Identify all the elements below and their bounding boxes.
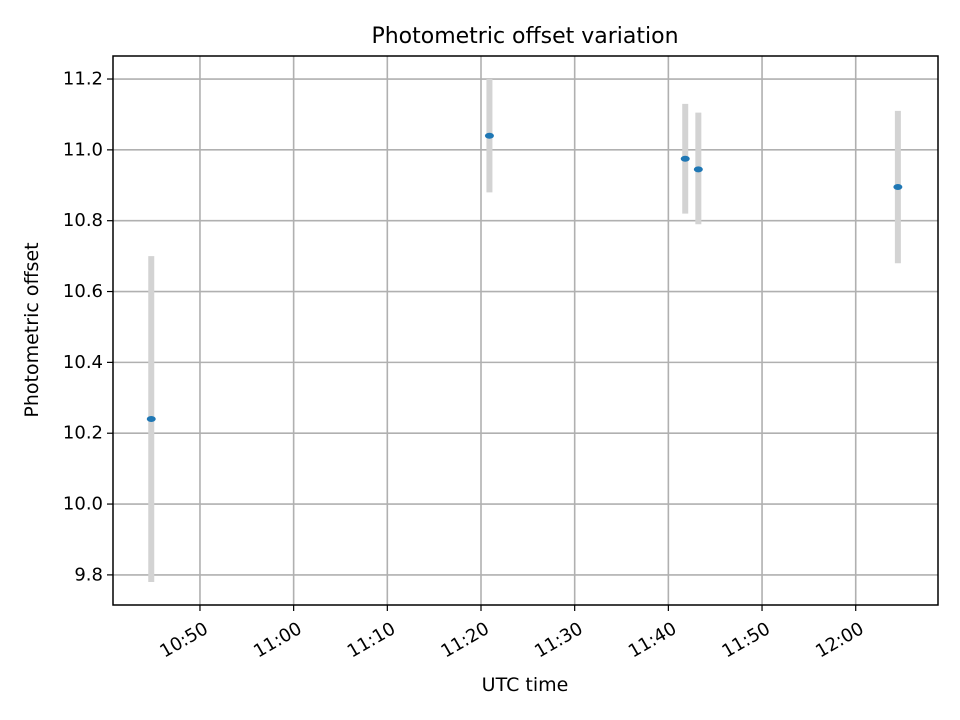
plot-frame [112, 55, 939, 606]
data-point [893, 184, 903, 191]
error-bars [148, 79, 901, 582]
x-tick-label: 11:00 [250, 618, 305, 662]
y-tick-label: 10.0 [63, 494, 103, 515]
y-tick-label: 10.8 [63, 210, 103, 231]
data-point [680, 155, 690, 162]
data-point [484, 132, 494, 139]
grid [113, 56, 938, 605]
y-axis-label: Photometric offset [21, 242, 43, 417]
data-point [693, 166, 703, 173]
y-tick-label: 11.2 [63, 69, 103, 90]
data-point [146, 416, 156, 423]
chart-title: Photometric offset variation [371, 24, 678, 49]
x-axis-label: UTC time [482, 674, 569, 696]
data-points [146, 132, 903, 423]
x-tick-label: 11:30 [531, 618, 586, 662]
x-tick-label: 11:20 [437, 618, 492, 662]
x-tick-label: 10:50 [156, 618, 211, 662]
x-tick-label: 12:00 [812, 618, 867, 662]
x-tick-label: 11:40 [625, 618, 680, 662]
y-tick-label: 10.6 [63, 281, 103, 302]
x-tick-label: 11:50 [719, 618, 774, 662]
x-tick-label: 11:10 [344, 618, 399, 662]
axis-ticks: 10:50 11:00 11:10 11:20 11:30 11:40 11:50 12:00… [63, 69, 868, 663]
y-tick-label: 11.0 [63, 139, 103, 160]
y-tick-label: 10.2 [63, 423, 103, 444]
y-tick-label: 10.4 [63, 352, 103, 373]
y-tick-label: 9.8 [74, 564, 103, 585]
